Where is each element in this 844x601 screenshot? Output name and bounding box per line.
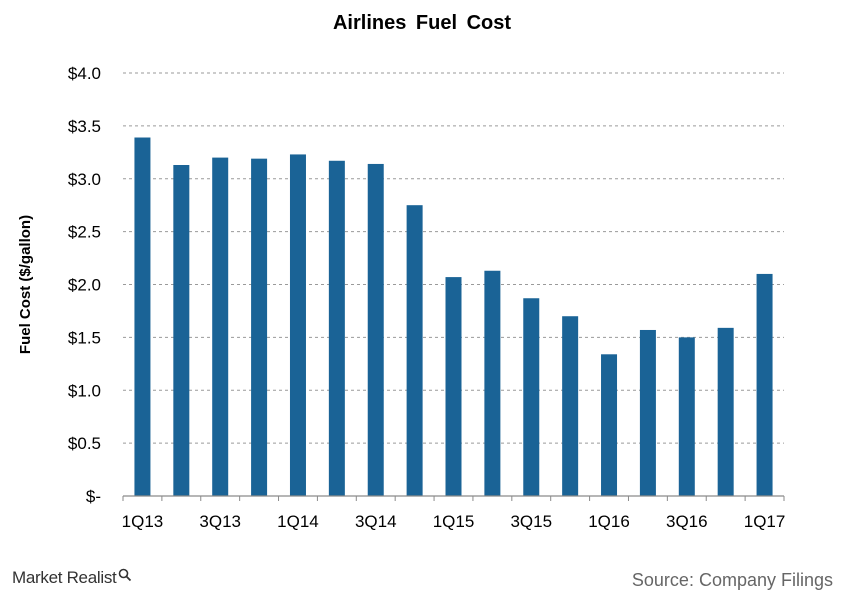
y-tick-label: $1.5 — [68, 328, 101, 347]
bar-1Q15 — [445, 277, 462, 496]
x-tick-label: 1Q17 — [744, 512, 786, 531]
x-tick-label: 3Q13 — [199, 512, 241, 531]
source-note: Source: Company Filings — [631, 570, 833, 590]
market-realist-logo: Market Realist — [12, 568, 132, 588]
y-tick-label: $3.5 — [68, 117, 101, 136]
y-axis-label: Fuel Cost ($/gallon) — [17, 215, 34, 354]
bar-4Q16 — [717, 327, 734, 496]
x-tick-label: 1Q13 — [122, 512, 164, 531]
bar-3Q15 — [523, 298, 540, 496]
x-tick-label: 1Q14 — [277, 512, 319, 531]
bar-2Q15 — [484, 270, 501, 496]
x-tick-label: 3Q16 — [666, 512, 708, 531]
x-tick-label: 3Q15 — [510, 512, 552, 531]
x-tick-label: 1Q16 — [588, 512, 630, 531]
magnifier-icon — [119, 568, 132, 582]
bar-1Q16 — [601, 354, 618, 496]
y-tick-label: $4.0 — [68, 64, 101, 83]
bar-1Q14 — [289, 154, 306, 497]
chart-title: Airlines Fuel Cost — [332, 12, 512, 34]
bar-1Q13 — [134, 137, 151, 496]
bar-2Q13 — [173, 165, 190, 496]
y-tick-label: $- — [86, 487, 101, 506]
y-tick-label: $2.0 — [68, 276, 101, 295]
bar-2Q14 — [328, 160, 345, 496]
y-tick-label: $3.0 — [68, 170, 101, 189]
y-tick-label: $2.5 — [68, 223, 101, 242]
logo-text: Market Realist — [12, 568, 117, 587]
bar-3Q16 — [678, 337, 695, 496]
bar-1Q17 — [756, 273, 773, 496]
x-tick-label: 3Q14 — [355, 512, 397, 531]
bar-4Q15 — [562, 316, 579, 496]
y-tick-label: $1.0 — [68, 381, 101, 400]
bar-4Q13 — [251, 158, 268, 496]
bar-4Q14 — [406, 205, 423, 496]
y-tick-label: $0.5 — [68, 434, 101, 453]
bar-3Q14 — [367, 163, 384, 496]
bar-3Q13 — [212, 157, 229, 496]
bar-2Q16 — [639, 329, 656, 496]
x-tick-label: 1Q15 — [433, 512, 475, 531]
